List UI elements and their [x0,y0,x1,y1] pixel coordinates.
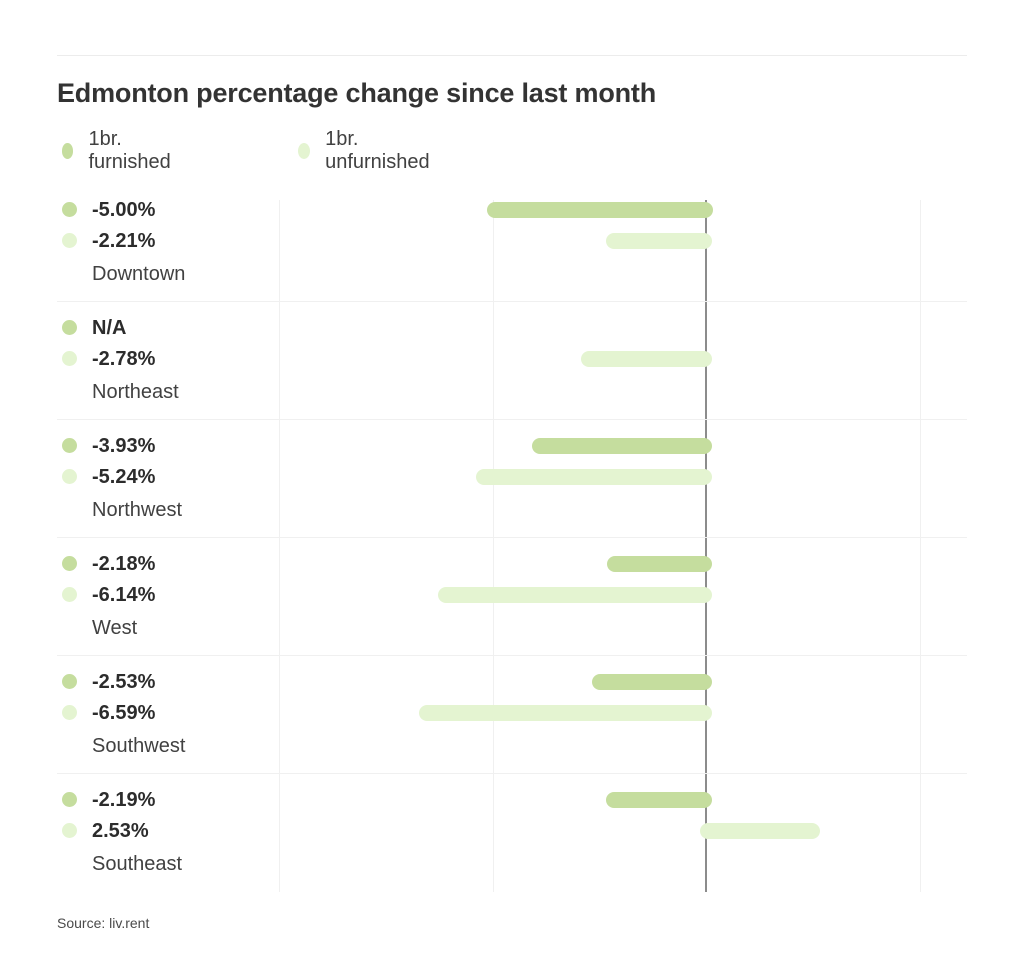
value-1br-unfurnished-southwest: -6.59% [92,702,156,724]
legend-dot-unfurnished-icon [298,143,311,159]
series-dot-1br-furnished-southwest-icon [62,674,77,689]
bar-1br-furnished-west [607,556,712,572]
value-1br-furnished-southeast: -2.19% [92,789,156,811]
series-dot-1br-furnished-northeast-icon [62,320,77,335]
zero-axis-line [705,200,707,892]
source-note: Source: liv.rent [57,915,150,931]
bar-1br-furnished-southwest [592,674,712,690]
bar-1br-furnished-southeast [606,792,712,808]
series-dot-1br-unfurnished-northeast-icon [62,351,77,366]
row-separator [57,655,967,656]
value-1br-unfurnished-northeast: -2.78% [92,348,156,370]
value-1br-unfurnished-northwest: -5.24% [92,466,156,488]
legend-dot-furnished-icon [62,143,74,159]
series-dot-1br-unfurnished-west-icon [62,587,77,602]
row-label-west: West [92,617,138,639]
value-1br-furnished-southwest: -2.53% [92,671,156,693]
row-separator [57,537,967,538]
series-dot-1br-furnished-west-icon [62,556,77,571]
bar-1br-unfurnished-downtown [606,233,712,249]
series-dot-1br-furnished-southeast-icon [62,792,77,807]
chart-title: Edmonton percentage change since last mo… [57,78,657,108]
legend-label: 1br. furnished [88,128,171,173]
row-separator [57,773,967,774]
legend-label: 1br. unfurnished [325,128,430,173]
series-dot-1br-furnished-downtown-icon [62,202,77,217]
legend-item-unfurnished[interactable]: 1br. unfurnished [298,128,434,174]
series-dot-1br-unfurnished-downtown-icon [62,233,77,248]
row-separator [57,301,967,302]
row-separator [57,419,967,420]
series-dot-1br-unfurnished-southeast-icon [62,823,77,838]
gridline--10pct [279,200,280,892]
bar-1br-furnished-downtown [487,202,713,218]
bar-1br-unfurnished-northwest [476,469,712,485]
bar-1br-unfurnished-northeast [581,351,712,367]
bar-1br-unfurnished-west [438,587,712,603]
bar-1br-furnished-northwest [532,438,712,454]
row-label-northwest: Northwest [92,499,183,521]
row-label-southwest: Southwest [92,735,186,757]
row-label-southeast: Southeast [92,853,183,875]
gridline--5pct [493,200,494,892]
value-1br-furnished-downtown: -5.00% [92,199,156,221]
gridline-5pct [920,200,921,892]
series-dot-1br-unfurnished-northwest-icon [62,469,77,484]
value-1br-unfurnished-downtown: -2.21% [92,230,156,252]
series-dot-1br-furnished-northwest-icon [62,438,77,453]
row-label-downtown: Downtown [92,263,186,285]
value-1br-unfurnished-west: -6.14% [92,584,156,606]
value-1br-furnished-west: -2.18% [92,553,156,575]
series-dot-1br-unfurnished-southwest-icon [62,705,77,720]
top-divider [57,55,967,56]
legend-item-furnished[interactable]: 1br. furnished [62,128,175,174]
bar-1br-unfurnished-southwest [419,705,712,721]
value-1br-unfurnished-southeast: 2.53% [92,820,149,842]
value-1br-furnished-northwest: -3.93% [92,435,156,457]
bar-1br-unfurnished-southeast [700,823,820,839]
row-label-northeast: Northeast [92,381,179,403]
value-1br-furnished-northeast: N/A [92,317,127,339]
